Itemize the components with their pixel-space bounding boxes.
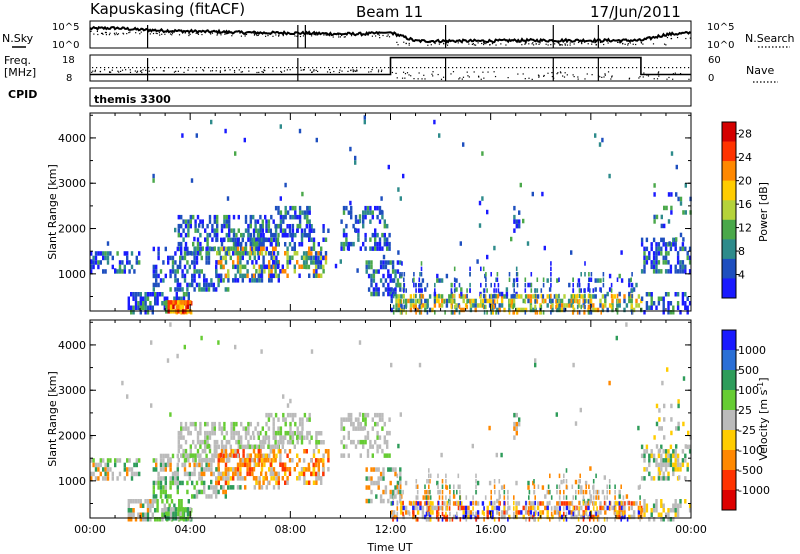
x-tick-label: 12:00 [375, 523, 407, 536]
x-tick-label: 00:00 [675, 523, 707, 536]
power-colorbar-tick: 8 [738, 245, 745, 258]
cpid-panel [89, 87, 692, 107]
freq-unit-label: [MHz] [4, 66, 36, 79]
frequency-trace [90, 56, 691, 76]
nave-label: Nave [746, 64, 774, 77]
power-colorbar-segment [722, 258, 736, 279]
x-axis-label: Time UT [366, 541, 412, 554]
noise-search-dots [90, 25, 691, 48]
power-y-tick-label: 3000 [58, 177, 86, 190]
nsky-label: N.Sky [2, 32, 34, 45]
velocity-y-axis-label: Slant Range [km] [46, 371, 59, 467]
nave-dots [91, 58, 690, 81]
vel-y-tick-label: 3000 [58, 384, 86, 397]
x-tick-label: 08:00 [274, 523, 306, 536]
velocity-colorbar-segment [722, 350, 736, 371]
velocity-colorbar-tick: -1000 [738, 484, 770, 497]
power-colorbar: 4 8 12 16 20 24 28 [721, 121, 752, 299]
power-colorbar-segment [722, 161, 736, 181]
velocity-colorbar-segment [722, 330, 736, 351]
power-colorbar-tick: 20 [738, 175, 752, 188]
freq-tick-high: 18 [62, 55, 75, 66]
power-panel: 1000 2000 3000 4000 [58, 112, 692, 315]
power-y-tick-label: 2000 [58, 223, 86, 236]
velocity-colorbar-segment [722, 370, 736, 391]
noise-tick-high-right: 10^5 [707, 22, 734, 33]
power-echo-cells [90, 115, 692, 315]
nave-tick-low: 0 [708, 73, 714, 84]
velocity-colorbar-tick: -500 [738, 464, 763, 477]
velocity-colorbar-tick: 100 [738, 384, 759, 397]
vel-y-tick-label: 1000 [58, 475, 86, 488]
noise-trace [89, 25, 692, 44]
velocity-echo-cells [90, 322, 692, 522]
power-colorbar-segment [722, 200, 736, 221]
velocity-colorbar-segment [722, 410, 736, 431]
vel-y-tick-label: 4000 [58, 339, 86, 352]
freq-label: Freq. [4, 54, 31, 67]
x-tick-label: 00:00 [74, 523, 106, 536]
power-colorbar-segment [722, 122, 736, 142]
velocity-colorbar-segment [722, 470, 736, 491]
velocity-colorbar-tick: 1000 [738, 344, 766, 357]
power-colorbar-tick: 12 [738, 222, 752, 235]
power-colorbar-segment [722, 180, 736, 201]
velocity-colorbar-segment [722, 450, 736, 471]
noise-panel [89, 20, 692, 49]
power-colorbar-segment [722, 239, 736, 260]
cpid-value: themis 3300 [94, 93, 171, 106]
power-colorbar-segment [722, 219, 736, 240]
velocity-colorbar-tick: 25 [738, 404, 752, 417]
velocity-colorbar: 1000 500 100 25 -25 -100 -500 -1000 [721, 329, 770, 511]
power-colorbar-tick: 28 [738, 128, 752, 141]
x-tick-label: 20:00 [575, 523, 607, 536]
velocity-colorbar-segment [722, 430, 736, 451]
velocity-colorbar-segment [722, 390, 736, 411]
velocity-panel: 1000 2000 3000 4000 00:00 04:00 08:00 12:00 16:… [58, 319, 707, 536]
radar-title: Kapuskasing (fitACF) [90, 0, 245, 18]
velocity-colorbar-tick: -100 [738, 444, 763, 457]
velocity-colorbar-tick: 500 [738, 364, 759, 377]
power-y-tick-label: 1000 [58, 268, 86, 281]
power-y-tick-label: 4000 [58, 132, 86, 145]
power-colorbar-segment [722, 278, 736, 299]
velocity-colorbar-segment [722, 490, 736, 511]
power-colorbar-segment [722, 141, 736, 162]
velocity-colorbar-label: Velocity [m s-1] [756, 377, 770, 460]
noise-tick-low-right: 10^0 [707, 40, 734, 51]
velocity-colorbar-tick: -25 [738, 424, 756, 437]
power-colorbar-label: Power [dB] [757, 182, 770, 242]
frequency-panel [89, 54, 692, 82]
nsearch-label: N.Search [745, 32, 795, 45]
noise-tick-high: 10^5 [52, 22, 79, 33]
nave-tick-high: 60 [708, 55, 721, 66]
x-tick-label: 04:00 [174, 523, 206, 536]
power-colorbar-tick: 24 [738, 151, 752, 164]
date-label: 17/Jun/2011 [590, 3, 681, 21]
power-y-axis-label: Slant Range [km] [46, 164, 59, 260]
freq-tick-low: 8 [66, 73, 72, 84]
cpid-label: CPID [8, 88, 37, 101]
noise-tick-low: 10^0 [52, 40, 79, 51]
beam-label: Beam 11 [356, 3, 423, 21]
power-colorbar-tick: 4 [738, 269, 745, 282]
power-colorbar-tick: 16 [738, 198, 752, 211]
x-tick-label: 16:00 [475, 523, 507, 536]
vel-y-tick-label: 2000 [58, 430, 86, 443]
